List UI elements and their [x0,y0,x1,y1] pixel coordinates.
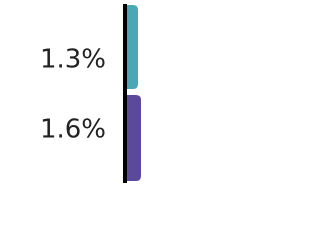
value-label: 1.3% [40,45,106,75]
bar [125,95,141,181]
bar [125,5,138,89]
value-label: 1.6% [40,115,106,145]
chart: 1.3% 1.6% [40,4,141,183]
